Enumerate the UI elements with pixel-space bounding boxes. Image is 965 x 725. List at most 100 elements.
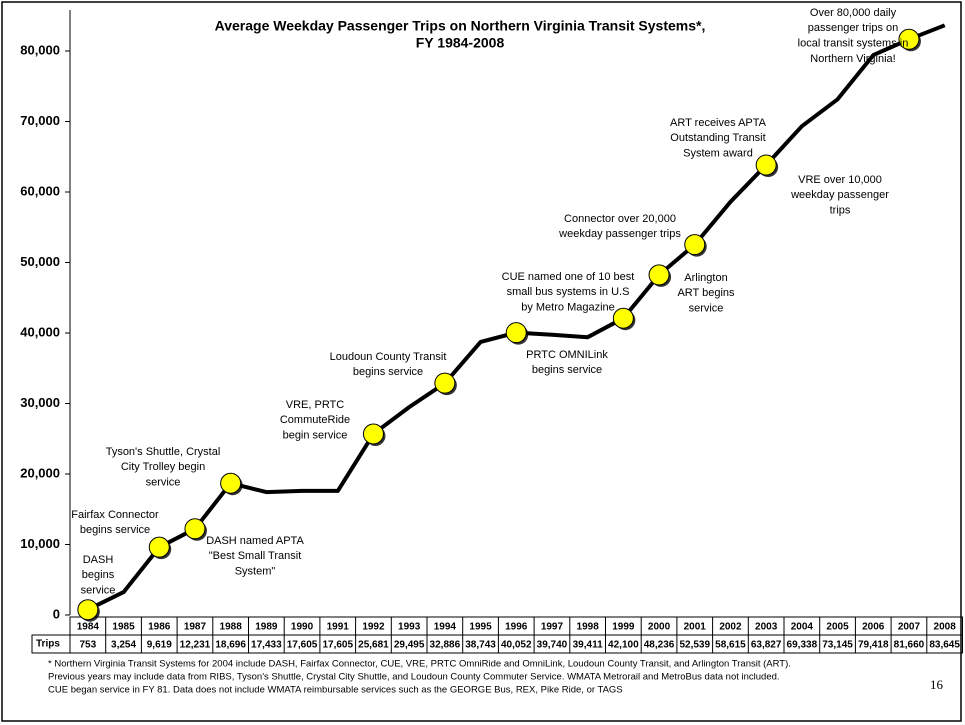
x-tick-label: 1991 [327,622,350,633]
annotation: service [81,585,116,597]
milestone-marker [220,472,242,494]
annotation: small bus systems in U.S [507,286,630,298]
x-tick-label: 2006 [862,622,885,633]
footnote: * Northern Virginia Transit Systems for … [48,659,791,670]
table-value: 18,696 [215,640,246,651]
table-value: 29,495 [394,640,425,651]
x-tick-label: 2003 [755,622,778,633]
table-value: 3,254 [111,640,136,651]
milestone-marker [148,536,170,558]
annotation: City Trolley begin [121,461,205,473]
annotation: Over 80,000 daily [810,7,897,19]
annotation: service [689,303,724,315]
annotation: DASH named APTA [206,535,304,547]
milestone-marker [505,322,527,344]
annotation: VRE, PRTC [286,399,345,411]
x-tick-label: 1994 [434,622,457,633]
milestone-marker [648,264,670,286]
milestone-marker [362,423,384,445]
annotation: DASH [83,554,114,566]
x-tick-label: 1987 [184,622,207,633]
annotation: PRTC OMNILink [526,349,608,361]
table-value: 58,615 [715,640,746,651]
footnote: Previous years may include data from RIB… [48,672,780,683]
x-tick-label: 2002 [719,622,742,633]
table-value: 52,539 [679,640,710,651]
annotation: Tyson's Shuttle, Crystal [106,446,221,458]
milestone-marker [77,599,99,621]
milestone-marker [434,372,456,394]
table-value: 17,605 [322,640,353,651]
x-tick-label: 2008 [934,622,957,633]
y-tick-label: 30,000 [20,395,60,410]
annotation: Loudoun County Transit [330,351,447,363]
milestone-marker [755,154,777,176]
table-value: 81,660 [894,640,925,651]
annotation: Outstanding Transit [670,132,765,144]
x-tick-label: 1990 [291,622,314,633]
annotation: Fairfax Connector [71,509,159,521]
annotation: by Metro Magazine [521,302,615,314]
milestone-marker [184,518,206,540]
x-tick-label: 2007 [898,622,921,633]
x-tick-label: 2000 [648,622,671,633]
table-value: 48,236 [644,640,675,651]
annotation: Arlington [684,272,727,284]
table-value: 17,605 [287,640,318,651]
chart-title: FY 1984-2008 [416,35,505,51]
x-tick-label: 2001 [684,622,707,633]
annotation: begins service [353,366,423,378]
annotation: CUE named one of 10 best [502,271,635,283]
annotation: ART receives APTA [670,117,767,129]
annotation: System" [235,566,276,578]
table-value: 40,052 [501,640,532,651]
annotation: begin service [283,430,348,442]
y-tick-label: 20,000 [20,465,60,480]
table-value: 73,145 [822,640,853,651]
chart-title: Average Weekday Passenger Trips on North… [215,18,706,34]
table-value: 63,827 [751,640,782,651]
y-tick-label: 0 [53,606,60,621]
x-tick-label: 1993 [398,622,421,633]
annotation: VRE over 10,000 [798,174,882,186]
row-header: Trips [36,639,60,650]
annotation: service [146,477,181,489]
y-tick-label: 10,000 [20,536,60,551]
y-tick-label: 60,000 [20,183,60,198]
table-value: 32,886 [430,640,461,651]
table-value: 753 [80,640,97,651]
annotation: Northern Virginia! [810,53,895,65]
table-value: 69,338 [787,640,818,651]
x-tick-label: 1995 [469,622,492,633]
annotation: ART begins [677,287,735,299]
annotation: begins [82,569,115,581]
x-tick-label: 1992 [362,622,385,633]
x-tick-label: 1984 [77,622,100,633]
x-tick-label: 1996 [505,622,528,633]
table-value: 83,645 [929,640,960,651]
table-value: 17,433 [251,640,282,651]
x-tick-label: 1999 [612,622,635,633]
table-value: 42,100 [608,640,639,651]
milestone-marker [684,234,706,256]
milestone-marker [612,307,634,329]
table-value: 9,619 [147,640,172,651]
annotation: begins service [80,524,150,536]
x-tick-label: 1998 [577,622,600,633]
table-value: 12,231 [180,640,211,651]
annotation: Connector over 20,000 [564,213,676,225]
page-number: 16 [930,677,944,692]
y-tick-label: 80,000 [20,42,60,57]
y-tick-label: 70,000 [20,113,60,128]
annotation: System award [683,148,753,160]
footnote: CUE began service in FY 81. Data does no… [48,685,623,696]
x-tick-label: 2005 [826,622,849,633]
table-value: 38,743 [465,640,496,651]
annotation: passenger trips on [808,22,899,34]
annotation: weekday passenger [790,189,889,201]
table-value: 39,411 [573,640,603,651]
y-tick-label: 50,000 [20,254,60,269]
annotation: begins service [532,364,602,376]
